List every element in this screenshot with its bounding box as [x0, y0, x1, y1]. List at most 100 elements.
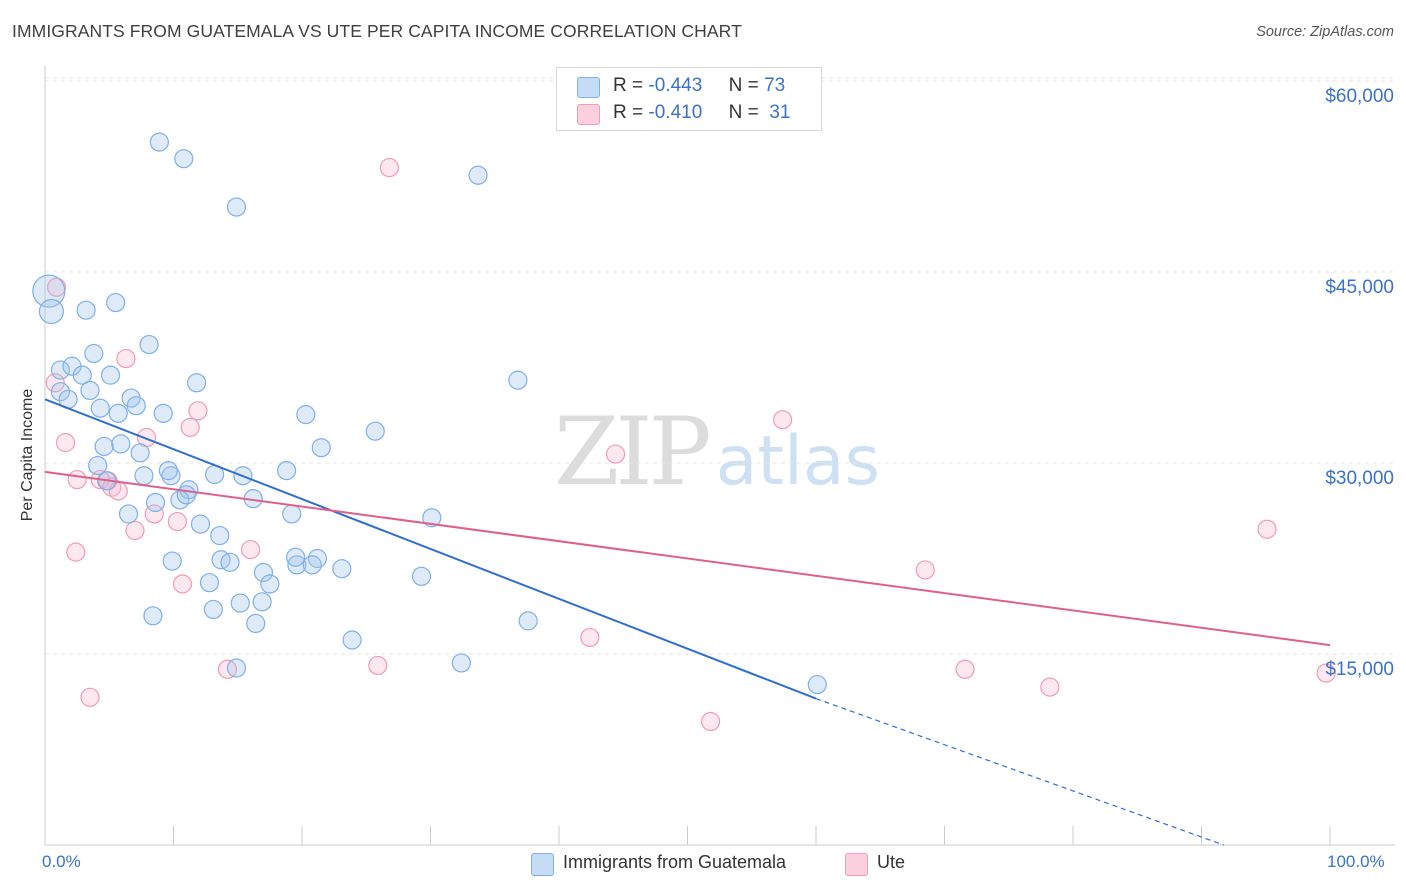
ute-point — [188, 401, 208, 421]
ute-point — [368, 655, 388, 676]
ute-point — [1257, 519, 1277, 539]
guatemala-point — [72, 365, 92, 385]
ute-point — [379, 157, 399, 178]
guatemala-point — [187, 373, 207, 393]
ute-point — [45, 373, 65, 393]
guatemala-point — [220, 552, 240, 572]
ute-point — [580, 627, 600, 648]
guatemala-point — [190, 514, 211, 534]
guatemala-point — [342, 630, 362, 650]
guatemala-point — [32, 274, 66, 308]
r-value: -0.443 — [648, 75, 703, 96]
guatemala-point — [332, 559, 352, 579]
y-tick-label: $15,000 — [1325, 659, 1394, 680]
guatemala-point — [108, 403, 128, 423]
guatemala-point — [50, 360, 71, 380]
legend-label: Immigrants from Guatemala — [563, 852, 787, 872]
guatemala-point — [134, 466, 154, 486]
guatemala-point — [38, 298, 65, 325]
trend-lines — [44, 398, 1331, 846]
guatemala-point — [153, 403, 173, 423]
guatemala-point — [143, 606, 163, 626]
guatemala-point — [106, 292, 126, 313]
guatemala-point — [468, 165, 488, 185]
ute-point — [955, 659, 975, 679]
guatemala-point — [88, 455, 108, 476]
guatemala-point — [451, 653, 471, 673]
guatemala-point — [518, 611, 538, 631]
guatemala-point — [126, 396, 146, 416]
guatemala-point — [139, 334, 159, 355]
ute-point — [772, 410, 793, 430]
x-tick-label: 0.0% — [42, 852, 81, 871]
guatemala-point — [246, 613, 266, 634]
guatemala-point — [807, 674, 827, 695]
ute-trend-line — [44, 470, 1331, 647]
y-tick-label: $30,000 — [1325, 468, 1394, 489]
legend-label: Ute — [877, 852, 906, 872]
y-tick-label: $60,000 — [1325, 86, 1394, 107]
source-credit: Source: ZipAtlas.com — [1256, 24, 1394, 40]
guatemala-point — [508, 370, 528, 390]
watermark-zip: ZIP — [554, 398, 712, 507]
ute-point — [1316, 663, 1336, 683]
guatemala-point — [145, 492, 166, 513]
legend-swatch — [577, 77, 600, 98]
watermark-atlas: atlas — [715, 422, 881, 501]
ute-point — [125, 520, 145, 541]
ute-point — [1040, 677, 1060, 697]
n-value: 73 — [764, 75, 786, 96]
ute-point — [55, 433, 76, 453]
guatemala-point — [226, 658, 247, 678]
guatemala-point — [118, 504, 139, 524]
legend-swatch — [531, 853, 554, 876]
chart-title: IMMIGRANTS FROM GUATEMALA VS UTE PER CAP… — [12, 21, 742, 41]
n-label: N = — [728, 75, 759, 96]
ute-point — [46, 277, 67, 297]
guatemala-points — [32, 132, 827, 695]
guatemala-point — [287, 555, 307, 575]
n-value: 31 — [769, 102, 791, 123]
guatemala-point — [422, 508, 442, 528]
guatemala-point — [149, 132, 169, 152]
grid-lines — [45, 77, 1395, 655]
guatemala-point — [199, 573, 220, 593]
guatemala-trend-extension — [815, 698, 1224, 846]
guatemala-point — [174, 149, 194, 169]
guatemala-point — [76, 300, 96, 320]
watermark: ZIP atlas — [554, 398, 880, 507]
r-value: -0.410 — [648, 102, 703, 123]
guatemala-point — [158, 461, 178, 481]
axes — [44, 66, 1395, 846]
ute-point — [241, 539, 261, 560]
guatemala-point — [253, 562, 274, 583]
ute-point — [167, 511, 187, 532]
guatemala-point — [252, 592, 272, 612]
x-tick-label: 100.0% — [1327, 852, 1385, 871]
guatemala-point — [285, 547, 306, 567]
guatemala-point — [230, 593, 250, 613]
guatemala-point — [365, 421, 385, 441]
ute-point — [180, 417, 200, 437]
guatemala-point — [80, 380, 100, 401]
guatemala-point — [94, 436, 114, 457]
guatemala-point — [111, 434, 131, 454]
ute-point — [915, 560, 935, 580]
guatemala-point — [161, 466, 181, 486]
legend-swatch — [577, 104, 600, 125]
ute-point — [66, 542, 86, 562]
y-tick-label: $45,000 — [1325, 277, 1394, 298]
guatemala-point — [296, 405, 316, 425]
guatemala-point — [162, 551, 182, 571]
guatemala-trend-line — [44, 398, 817, 700]
n-label: N = — [728, 102, 759, 123]
guatemala-point — [50, 382, 71, 402]
guatemala-point — [90, 398, 110, 418]
guatemala-point — [282, 504, 302, 524]
ute-point — [605, 444, 626, 464]
guatemala-point — [307, 548, 328, 569]
guatemala-point — [276, 461, 297, 481]
ute-points — [45, 157, 1336, 732]
legend-swatch — [845, 853, 868, 876]
